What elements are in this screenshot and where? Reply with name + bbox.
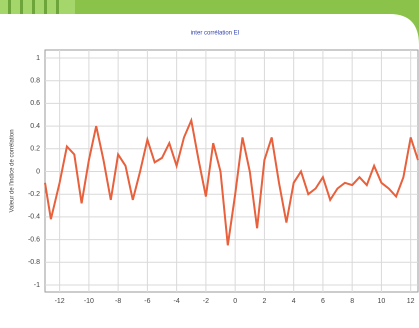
x-tick-label: 4 bbox=[292, 298, 296, 305]
y-tick-label: 0.4 bbox=[30, 123, 40, 130]
y-tick-label: -1 bbox=[34, 282, 40, 289]
stripe bbox=[8, 0, 11, 14]
x-tick-label: 8 bbox=[350, 298, 354, 305]
y-tick-label: -0.2 bbox=[28, 191, 40, 198]
stripe bbox=[44, 0, 47, 14]
y-tick-label: 0.6 bbox=[30, 100, 40, 107]
x-tick-label: -4 bbox=[174, 298, 180, 305]
x-tick-label: -8 bbox=[115, 298, 121, 305]
x-tick-label: -12 bbox=[55, 298, 65, 305]
data-line bbox=[44, 116, 419, 246]
x-tick-label: 0 bbox=[233, 298, 237, 305]
stripe-block bbox=[0, 0, 75, 14]
y-tick-label: 1 bbox=[36, 55, 40, 62]
y-tick-label: -0.8 bbox=[28, 259, 40, 266]
x-tick-label: 2 bbox=[262, 298, 266, 305]
stripe bbox=[32, 0, 35, 14]
y-tick-label: -0.6 bbox=[28, 236, 40, 243]
y-tick-label: -0.4 bbox=[28, 214, 40, 221]
stripe bbox=[20, 0, 23, 14]
x-tick-label: 12 bbox=[407, 298, 415, 305]
y-tick-label: 0.2 bbox=[30, 146, 40, 153]
x-tick-label: 6 bbox=[321, 298, 325, 305]
y-tick-label: 0.8 bbox=[30, 78, 40, 85]
y-axis-label: Valeur de l'indice de corrélation bbox=[10, 129, 16, 212]
plot: -1 -0.8 -0.6 -0.4 -0.2 0 0.2 0.4 0.6 0.8 1 -12 -10 -8… bbox=[28, 50, 419, 305]
y-tick-label: 0 bbox=[36, 168, 40, 175]
x-tick-label: -6 bbox=[144, 298, 150, 305]
x-tick-label: -2 bbox=[203, 298, 209, 305]
stripes bbox=[0, 0, 75, 14]
stripe bbox=[56, 0, 59, 14]
chart-title: inter corrélation EI bbox=[191, 31, 240, 37]
x-tick-label: -10 bbox=[84, 298, 94, 305]
x-tick-label: 10 bbox=[378, 298, 386, 305]
